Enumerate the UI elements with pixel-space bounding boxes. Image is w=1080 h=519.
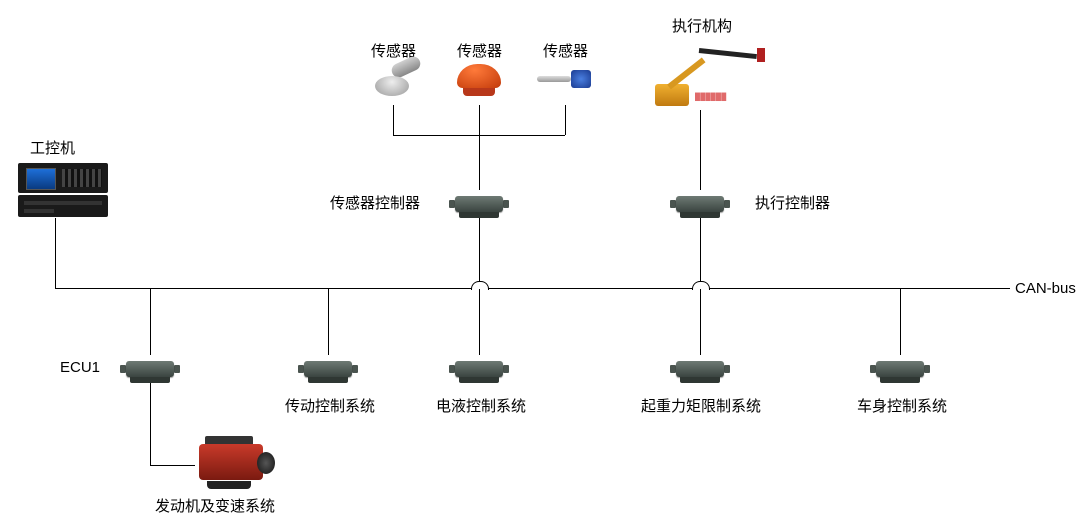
hydraulic-label: 电液控制系统 <box>436 395 526 416</box>
can-bus-line <box>55 288 1010 289</box>
ecu1-to-engine-h <box>150 465 195 466</box>
exec-ctrl-ecu-icon <box>670 190 730 218</box>
sensor2-drop <box>479 105 480 135</box>
engine-icon <box>195 434 275 489</box>
drive-ecu-icon <box>298 355 358 383</box>
sensor-ctrl-to-bus <box>479 218 480 281</box>
ecu1-down <box>150 383 151 465</box>
sensor-orange-icon <box>449 58 509 103</box>
drive-drop <box>328 288 329 355</box>
engine-label: 发动机及变速系统 <box>155 495 275 516</box>
pc-drop-line <box>55 218 56 288</box>
body-ecu-icon <box>870 355 930 383</box>
ecu1-label: ECU1 <box>60 359 100 376</box>
sensor-grey-icon <box>363 58 423 103</box>
sensor3-drop <box>565 105 566 135</box>
drive-label: 传动控制系统 <box>285 395 375 416</box>
ecu1-icon <box>120 355 180 383</box>
crane-arm-icon: ██████ <box>655 36 765 106</box>
exec-ctrl-below-bus <box>700 289 701 355</box>
sensor-ctrl-ecu-icon <box>449 190 509 218</box>
torque-ecu-icon <box>670 355 730 383</box>
industrial-pc-icon <box>18 163 108 218</box>
exec-ctrl-label: 执行控制器 <box>755 192 830 213</box>
actuator-drop <box>700 110 701 190</box>
torque-label: 起重力矩限制系统 <box>641 395 761 416</box>
sensor-ctrl-below-bus <box>479 289 480 355</box>
hydraulic-ecu-icon <box>449 355 509 383</box>
sensor-ctrl-label: 传感器控制器 <box>330 192 420 213</box>
body-label: 车身控制系统 <box>857 395 947 416</box>
ecu1-drop <box>150 288 151 355</box>
bus-hop-sensor <box>471 281 489 290</box>
actuator-label: 执行机构 <box>672 15 732 36</box>
exec-ctrl-to-bus <box>700 218 701 281</box>
sensor-join-to-ctrl <box>479 135 480 190</box>
sensor1-drop <box>393 105 394 135</box>
bus-hop-exec <box>692 281 710 290</box>
body-drop <box>900 288 901 355</box>
can-bus-label: CAN-bus <box>1015 280 1076 297</box>
sensor-blue-icon <box>535 58 595 103</box>
pc-label: 工控机 <box>30 137 75 158</box>
